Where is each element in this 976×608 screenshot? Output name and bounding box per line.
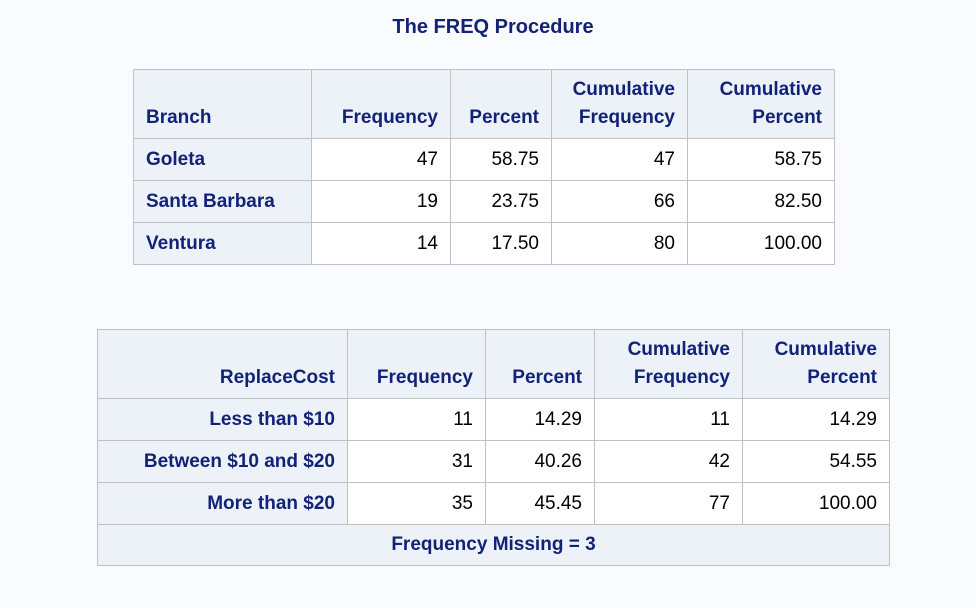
table-header-row: ReplaceCost Frequency Percent Cumulative… xyxy=(97,329,890,399)
row-label: Between $10 and $20 xyxy=(97,440,348,483)
header-cumulative-frequency: Cumulative Frequency xyxy=(551,69,688,139)
row-label: Santa Barbara xyxy=(133,180,312,223)
table-row: Less than $10 11 14.29 11 14.29 xyxy=(97,398,890,441)
branch-frequency-table: Branch Frequency Percent Cumulative Frequ… xyxy=(133,69,835,265)
cumulative-percent-cell: 100.00 xyxy=(742,482,890,525)
frequency-cell: 14 xyxy=(311,222,451,265)
cumulative-frequency-cell: 42 xyxy=(594,440,743,483)
replacecost-frequency-table: ReplaceCost Frequency Percent Cumulative… xyxy=(97,329,890,566)
header-branch: Branch xyxy=(133,69,312,139)
table-row: Santa Barbara 19 23.75 66 82.50 xyxy=(133,180,835,223)
frequency-cell: 11 xyxy=(347,398,486,441)
table-header-row: Branch Frequency Percent Cumulative Frequ… xyxy=(133,69,835,139)
frequency-missing-note: Frequency Missing = 3 xyxy=(97,524,890,566)
cumulative-frequency-cell: 47 xyxy=(551,138,688,181)
cumulative-percent-cell: 54.55 xyxy=(742,440,890,483)
cumulative-percent-cell: 82.50 xyxy=(687,180,835,223)
table-row: More than $20 35 45.45 77 100.00 xyxy=(97,482,890,525)
header-percent: Percent xyxy=(450,69,552,139)
cumulative-frequency-cell: 11 xyxy=(594,398,743,441)
row-label: More than $20 xyxy=(97,482,348,525)
percent-cell: 40.26 xyxy=(485,440,595,483)
header-cumulative-percent: Cumulative Percent xyxy=(687,69,835,139)
cumulative-frequency-cell: 77 xyxy=(594,482,743,525)
frequency-cell: 35 xyxy=(347,482,486,525)
frequency-cell: 47 xyxy=(311,138,451,181)
header-cumulative-frequency-line1: Cumulative xyxy=(627,339,730,360)
header-replacecost: ReplaceCost xyxy=(97,329,348,399)
table-row: Between $10 and $20 31 40.26 42 54.55 xyxy=(97,440,890,483)
percent-cell: 45.45 xyxy=(485,482,595,525)
header-frequency: Frequency xyxy=(311,69,451,139)
header-cumulative-frequency-line2: Frequency xyxy=(633,367,730,388)
percent-cell: 23.75 xyxy=(450,180,552,223)
percent-cell: 17.50 xyxy=(450,222,552,265)
header-cumulative-percent-line1: Cumulative xyxy=(774,339,877,360)
row-label: Goleta xyxy=(133,138,312,181)
header-cumulative-percent-line1: Cumulative xyxy=(719,79,822,100)
cumulative-percent-cell: 100.00 xyxy=(687,222,835,265)
header-frequency: Frequency xyxy=(347,329,486,399)
cumulative-percent-cell: 14.29 xyxy=(742,398,890,441)
header-cumulative-frequency-line2: Frequency xyxy=(578,107,675,128)
header-cumulative-frequency: Cumulative Frequency xyxy=(594,329,743,399)
table-footer-row: Frequency Missing = 3 xyxy=(97,524,890,566)
page-title: The FREQ Procedure xyxy=(392,16,594,38)
header-cumulative-percent: Cumulative Percent xyxy=(742,329,890,399)
percent-cell: 14.29 xyxy=(485,398,595,441)
header-cumulative-frequency-line1: Cumulative xyxy=(572,79,675,100)
row-label: Ventura xyxy=(133,222,312,265)
cumulative-frequency-cell: 80 xyxy=(551,222,688,265)
frequency-cell: 31 xyxy=(347,440,486,483)
cumulative-frequency-cell: 66 xyxy=(551,180,688,223)
frequency-cell: 19 xyxy=(311,180,451,223)
header-cumulative-percent-line2: Percent xyxy=(752,107,822,128)
row-label: Less than $10 xyxy=(97,398,348,441)
header-cumulative-percent-line2: Percent xyxy=(807,367,877,388)
percent-cell: 58.75 xyxy=(450,138,552,181)
cumulative-percent-cell: 58.75 xyxy=(687,138,835,181)
header-percent: Percent xyxy=(485,329,595,399)
table-row: Goleta 47 58.75 47 58.75 xyxy=(133,138,835,181)
table-row: Ventura 14 17.50 80 100.00 xyxy=(133,222,835,265)
